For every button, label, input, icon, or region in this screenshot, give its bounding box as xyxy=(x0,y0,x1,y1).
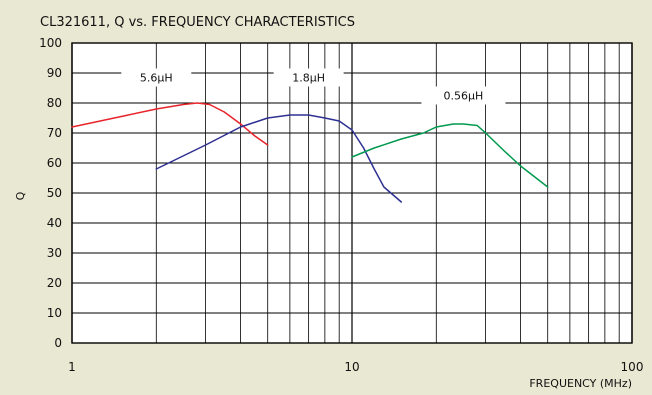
y-axis-label: Q xyxy=(14,191,27,200)
y-tick-label: 100 xyxy=(39,36,62,50)
x-tick-label: 10 xyxy=(344,360,359,374)
y-tick-label: 70 xyxy=(47,126,62,140)
y-tick-label: 90 xyxy=(47,66,62,80)
x-axis-label: FREQUENCY (MHz) xyxy=(529,377,632,390)
y-tick-label: 30 xyxy=(47,246,62,260)
y-tick-label: 10 xyxy=(47,306,62,320)
series-layer xyxy=(71,102,549,203)
x-tick-labels: 1 10 100 xyxy=(68,360,643,374)
x-tick-label: 1 xyxy=(68,360,76,374)
y-tick-label: 80 xyxy=(47,96,62,110)
series-line-2 xyxy=(155,114,403,203)
y-tick-label: 20 xyxy=(47,276,62,290)
series-line-1 xyxy=(71,102,269,146)
series-labels: 5.6μH 1.8μH 0.56μH xyxy=(121,68,506,105)
series-label-2: 1.8μH xyxy=(292,72,325,85)
y-tick-label: 50 xyxy=(47,186,62,200)
series-label-bg xyxy=(273,68,344,87)
series-label-1: 5.6μH xyxy=(140,72,173,85)
plot-frame xyxy=(71,42,633,344)
x-tick-label: 100 xyxy=(621,360,644,374)
series-label-bg xyxy=(121,68,192,87)
y-tick-labels: 0 10 20 30 40 50 60 70 80 90 100 xyxy=(39,36,62,350)
series-label-bg xyxy=(421,86,506,105)
y-tick-label: 40 xyxy=(47,216,62,230)
y-tick-label: 60 xyxy=(47,156,62,170)
series-line-3 xyxy=(351,123,549,188)
y-tick-label: 0 xyxy=(54,336,62,350)
series-label-3: 0.56μH xyxy=(444,90,484,103)
chart-title: CL321611, Q vs. FREQUENCY CHARACTERISTIC… xyxy=(40,15,355,30)
